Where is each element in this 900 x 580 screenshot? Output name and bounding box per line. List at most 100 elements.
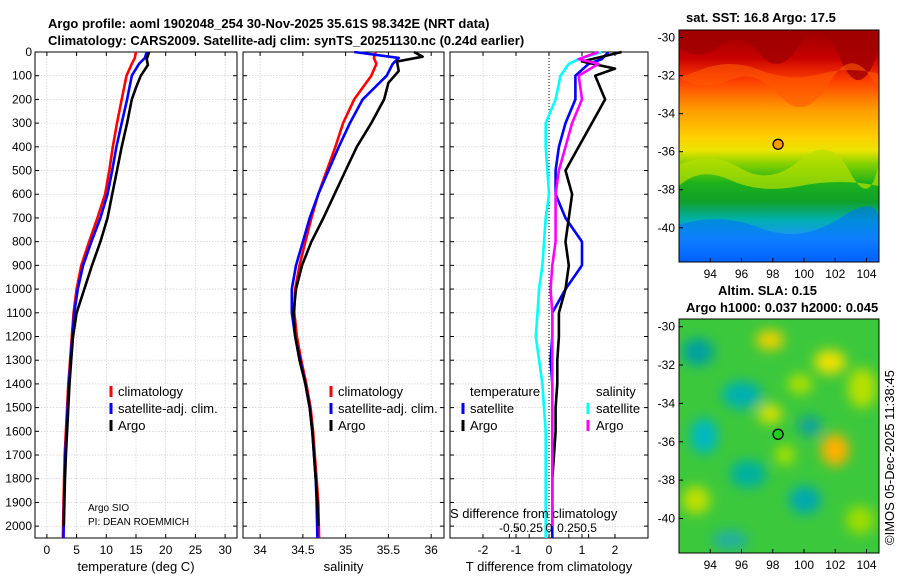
y-tick-label: 400 [12,140,32,154]
legend-label-argo: Argo [118,418,145,433]
sla-map-axes: 94 96 98 100 102 104 -30 -32 -34 -36 -38 -40 [658,320,877,572]
y-tick-label: 2000 [5,519,32,533]
sst-profile-marker [772,138,784,150]
legend-label-satellite-adj: satellite-adj. clim. [338,401,438,416]
series-line-satellite-adj-clim- [62,51,148,539]
difference-panel: -2 -1 0 1 2 T difference from climatology [449,50,649,574]
x-tick-label: 35.5 [377,543,401,557]
title-line-1: Argo profile: aoml 1902048_254 30-Nov-20… [48,16,490,31]
map-y-tick-label: -32 [658,69,676,83]
difference-legend-temperature: temperature satellite Argo [461,384,540,433]
y-tick-label: 1500 [5,401,32,415]
map-x-tick-label: 102 [825,267,845,281]
y-tick-label: 800 [12,235,32,249]
sla-profile-marker [772,428,784,440]
sst-map-title: sat. SST: 16.8 Argo: 17.5 [686,10,836,25]
legend-label-climatology: climatology [118,384,184,399]
map-y-tick-label: -34 [658,396,676,410]
map-x-tick-label: 100 [794,267,814,281]
x-tick-label: 20 [159,543,173,557]
legend-label-t-argo: Argo [470,418,497,433]
x-tick-label: 36 [424,543,438,557]
x-tick-label: 5 [73,543,80,557]
map-x-tick-label: 104 [856,558,876,572]
x-tick-label: -1 [511,543,522,557]
y-tick-label: 200 [12,92,32,106]
map-y-tick-label: -40 [658,511,676,525]
y-tick-label: 100 [12,69,32,83]
x-axis-label: temperature (deg C) [77,559,194,574]
map-x-tick-label: 104 [856,267,876,281]
y-tick-label: 700 [12,211,32,225]
x-tick-label: 10 [100,543,114,557]
series-line-argo [62,51,151,527]
s-tick-label: 0.25 [557,521,581,535]
y-tick-label: 600 [12,187,32,201]
x-tick-label: 15 [129,543,143,557]
series-line-t-argo [550,50,622,527]
y-tick-label: 0 [25,45,32,59]
map-x-tick-label: 94 [704,267,718,281]
s-tick-label: -0.5 [499,521,520,535]
s-tick-label: 0 [546,521,553,535]
y-tick-label: 1100 [6,306,32,320]
credit-agency: Argo SIO [88,503,129,514]
map-y-tick-label: -32 [658,358,676,372]
x-tick-label: 2 [612,543,619,557]
x-tick-label: 34 [253,543,267,557]
x-tick-label: 34.5 [291,543,315,557]
series-line-s-satellite [534,50,603,538]
axes-frame [242,51,445,539]
sla-map-frame [678,318,880,554]
y-tick-label: 1200 [5,329,32,343]
series-line-climatology [61,51,138,539]
map-x-tick-label: 98 [766,267,780,281]
map-x-tick-label: 98 [766,558,780,572]
sst-cold [679,206,879,262]
legend-label-s-satellite: satellite [596,401,640,416]
x-tick-label: 0 [546,543,553,557]
y-tick-label: 1300 [5,353,32,367]
map-y-tick-label: -36 [658,145,676,159]
temperature-legend: climatology satellite-adj. clim. Argo [109,384,218,433]
legend-title-salinity: salinity [596,384,636,399]
s-difference-axis-label: S difference from climatology [450,506,618,521]
temperature-panel: 0 5 10 15 20 25 30 temperature (deg C) 0 100 200 30… [5,45,238,574]
sst-band [679,149,879,189]
y-tick-label: 1800 [5,472,32,486]
legend-label-argo: Argo [338,418,365,433]
x-tick-label: 0 [44,543,51,557]
series-line-climatology [292,51,378,539]
map-x-tick-label: 100 [794,558,814,572]
legend-title-temperature: temperature [470,384,540,399]
map-y-tick-label: -38 [658,183,676,197]
legend-label-climatology: climatology [338,384,404,399]
salinity-panel: 34 34.5 35 35.5 36 salinity [242,50,445,574]
s-difference-ticks: -0.5-0.25 0 0.25 0.5 [499,521,597,538]
s-tick-label: 0.5 [580,521,597,535]
x-tick-label: -2 [478,543,489,557]
sla-map-subtitle: Argo h1000: 0.037 h2000: 0.045 [686,300,878,315]
sla-map-title: Altim. SLA: 0.15 [718,283,817,298]
map-y-tick-label: -38 [658,473,676,487]
series-line-satellite-adj-clim- [290,50,401,539]
sst-warm-core [679,30,879,80]
map-y-tick-label: -40 [658,221,676,235]
map-y-tick-label: -36 [658,435,676,449]
sst-map-frame [678,29,880,263]
salinity-legend: climatology satellite-adj. clim. Argo [329,384,438,433]
x-tick-label: 1 [579,543,586,557]
s-tick-label: -0.25 [516,521,544,535]
x-tick-label: 35 [339,543,353,557]
map-x-tick-label: 94 [704,558,718,572]
x-axis-label: T difference from climatology [466,559,633,574]
y-tick-label: 1900 [5,495,32,509]
difference-legend-salinity: salinity satellite Argo [586,384,640,433]
y-tick-label: 1400 [5,377,32,391]
legend-label-t-satellite: satellite [470,401,514,416]
map-x-tick-label: 96 [735,267,749,281]
map-x-tick-label: 96 [735,558,749,572]
y-tick-label: 900 [12,258,32,272]
x-tick-label: 25 [189,543,203,557]
